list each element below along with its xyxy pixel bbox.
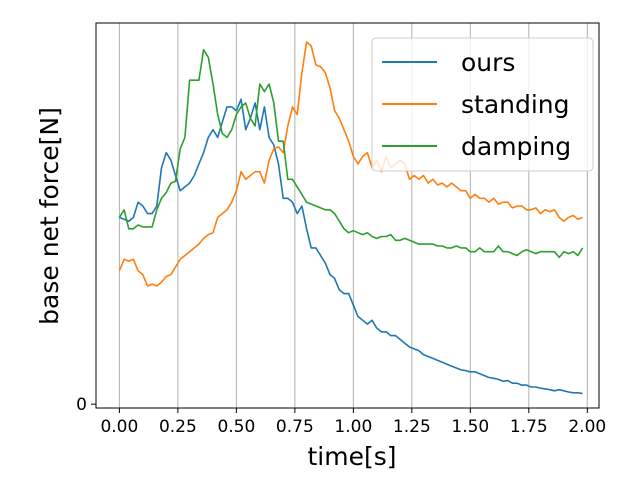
series-line-standing bbox=[118, 41, 583, 287]
x-tick-label: 1.50 bbox=[451, 417, 489, 437]
x-tick-label: 0.50 bbox=[217, 417, 255, 437]
y-axis: 0 bbox=[76, 395, 96, 415]
legend-label-ours: ours bbox=[461, 48, 515, 77]
legend-label-damping: damping bbox=[461, 132, 571, 161]
y-axis-label: base net force[N] bbox=[35, 107, 64, 325]
x-tick-label: 0.25 bbox=[159, 417, 197, 437]
x-tick-label: 1.25 bbox=[393, 417, 431, 437]
x-tick-label: 2.00 bbox=[568, 417, 606, 437]
x-tick-label: 0.00 bbox=[100, 417, 138, 437]
x-tick-label: 1.75 bbox=[510, 417, 548, 437]
series-line-ours bbox=[119, 98, 583, 395]
series-line-damping bbox=[118, 48, 584, 259]
legend-box bbox=[371, 37, 594, 172]
x-axis-label: time[s] bbox=[307, 442, 396, 471]
plot-frame bbox=[95, 22, 600, 409]
y-tick-label: 0 bbox=[76, 395, 87, 415]
plot-series bbox=[118, 41, 584, 395]
x-axis: 0.00 0.25 0.50 0.75 1.00 1.25 1.50 1.75 2.00 bbox=[100, 408, 606, 437]
legend: ours standing damping bbox=[371, 37, 594, 172]
x-tick-label: 1.00 bbox=[334, 417, 372, 437]
legend-label-standing: standing bbox=[461, 90, 570, 119]
x-tick-label: 0.75 bbox=[276, 417, 314, 437]
